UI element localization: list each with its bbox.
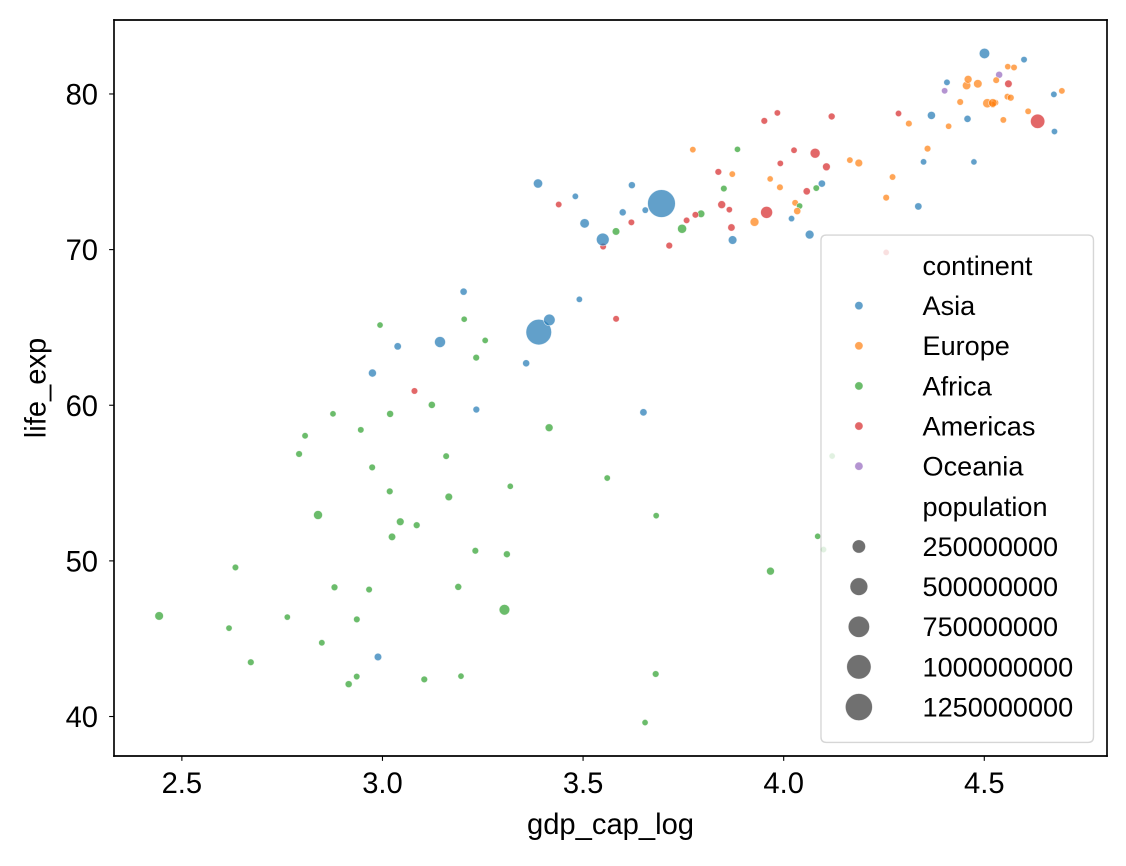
svg-text:4.5: 4.5: [964, 768, 1005, 800]
svg-text:Americas: Americas: [923, 411, 1036, 442]
svg-text:750000000: 750000000: [923, 611, 1059, 642]
svg-text:4.0: 4.0: [763, 768, 804, 800]
svg-text:3.5: 3.5: [563, 768, 604, 800]
svg-text:250000000: 250000000: [923, 531, 1059, 562]
svg-text:50: 50: [66, 546, 98, 578]
svg-text:Europe: Europe: [923, 330, 1010, 361]
svg-text:60: 60: [66, 391, 98, 423]
svg-text:Asia: Asia: [923, 290, 977, 321]
svg-text:80: 80: [66, 80, 98, 112]
svg-text:70: 70: [66, 235, 98, 267]
svg-text:population: population: [923, 491, 1048, 522]
svg-text:gdp_cap_log: gdp_cap_log: [527, 809, 694, 841]
svg-text:continent: continent: [923, 250, 1033, 281]
svg-text:Africa: Africa: [923, 370, 993, 401]
svg-text:40: 40: [66, 702, 98, 734]
svg-text:1000000000: 1000000000: [923, 651, 1074, 682]
svg-text:500000000: 500000000: [923, 571, 1059, 602]
svg-text:Oceania: Oceania: [923, 451, 1025, 482]
svg-text:3.0: 3.0: [362, 768, 403, 800]
svg-text:1250000000: 1250000000: [923, 692, 1074, 723]
svg-text:2.5: 2.5: [162, 768, 203, 800]
svg-text:life_exp: life_exp: [21, 338, 53, 439]
